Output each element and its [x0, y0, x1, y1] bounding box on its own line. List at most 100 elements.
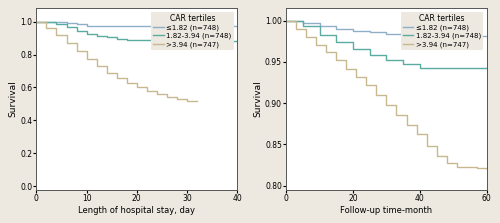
>3.94 (n=747) [464, 166, 469, 169]
1.82-3.94 (n=748) [84, 33, 89, 35]
1.82-3.94 (n=748) [159, 40, 165, 42]
>3.94 (n=747) [154, 93, 160, 95]
1.82-3.94 (n=748) [234, 40, 240, 43]
1.82-3.94 (n=748) [94, 34, 100, 37]
>3.94 (n=747) [174, 98, 180, 100]
>3.94 (n=747) [313, 43, 319, 46]
≤1.82 (n=748) [184, 25, 190, 27]
>3.94 (n=747) [74, 50, 80, 53]
1.82-3.94 (n=748) [54, 23, 60, 25]
≤1.82 (n=748) [384, 33, 390, 35]
1.82-3.94 (n=748) [124, 39, 130, 41]
≤1.82 (n=748) [54, 21, 60, 24]
≤1.82 (n=748) [467, 34, 473, 37]
1.82-3.94 (n=748) [384, 59, 390, 62]
Y-axis label: Survival: Survival [8, 81, 18, 117]
>3.94 (n=747) [34, 20, 40, 23]
>3.94 (n=747) [344, 67, 349, 70]
≤1.82 (n=748) [159, 25, 165, 27]
1.82-3.94 (n=748) [44, 21, 50, 24]
≤1.82 (n=748) [350, 29, 356, 32]
≤1.82 (n=748) [94, 25, 100, 27]
Legend: ≤1.82 (n=748), 1.82-3.94 (n=748), >3.94 (n=747): ≤1.82 (n=748), 1.82-3.94 (n=748), >3.94 … [151, 12, 234, 50]
≤1.82 (n=748) [434, 34, 440, 37]
>3.94 (n=747) [404, 123, 409, 126]
>3.94 (n=747) [354, 75, 360, 78]
≤1.82 (n=748) [44, 20, 50, 23]
>3.94 (n=747) [454, 165, 460, 168]
>3.94 (n=747) [323, 51, 329, 53]
>3.94 (n=747) [394, 113, 400, 116]
>3.94 (n=747) [374, 94, 380, 96]
≤1.82 (n=748) [300, 22, 306, 25]
>3.94 (n=747) [293, 28, 299, 30]
1.82-3.94 (n=748) [74, 29, 80, 32]
>3.94 (n=747) [104, 71, 110, 74]
≤1.82 (n=748) [417, 34, 423, 37]
≤1.82 (n=748) [114, 25, 119, 27]
≤1.82 (n=748) [450, 34, 456, 37]
Line: 1.82-3.94 (n=748): 1.82-3.94 (n=748) [36, 22, 237, 41]
≤1.82 (n=748) [283, 19, 289, 22]
>3.94 (n=747) [384, 103, 390, 106]
1.82-3.94 (n=748) [300, 25, 306, 28]
>3.94 (n=747) [134, 86, 140, 89]
>3.94 (n=747) [184, 99, 190, 102]
≤1.82 (n=748) [234, 25, 240, 27]
1.82-3.94 (n=748) [104, 36, 110, 39]
>3.94 (n=747) [424, 145, 430, 147]
1.82-3.94 (n=748) [283, 19, 289, 22]
1.82-3.94 (n=748) [209, 40, 215, 43]
Line: 1.82-3.94 (n=748): 1.82-3.94 (n=748) [286, 21, 487, 68]
1.82-3.94 (n=748) [366, 54, 372, 57]
Line: ≤1.82 (n=748): ≤1.82 (n=748) [36, 22, 237, 26]
≤1.82 (n=748) [333, 28, 339, 30]
≤1.82 (n=748) [34, 20, 40, 23]
Legend: ≤1.82 (n=748), 1.82-3.94 (n=748), >3.94 (n=747): ≤1.82 (n=748), 1.82-3.94 (n=748), >3.94 … [400, 12, 483, 50]
≤1.82 (n=748) [64, 22, 70, 25]
X-axis label: Follow-up time-month: Follow-up time-month [340, 206, 432, 215]
≤1.82 (n=748) [84, 24, 89, 27]
>3.94 (n=747) [64, 42, 70, 44]
1.82-3.94 (n=748) [450, 66, 456, 69]
>3.94 (n=747) [84, 58, 89, 61]
Y-axis label: Survival: Survival [253, 81, 262, 117]
≤1.82 (n=748) [366, 31, 372, 34]
>3.94 (n=747) [484, 168, 490, 170]
Line: ≤1.82 (n=748): ≤1.82 (n=748) [286, 21, 487, 35]
≤1.82 (n=748) [124, 25, 130, 27]
≤1.82 (n=748) [74, 23, 80, 25]
X-axis label: Length of hospital stay, day: Length of hospital stay, day [78, 206, 196, 215]
1.82-3.94 (n=748) [484, 66, 490, 69]
>3.94 (n=747) [144, 89, 150, 92]
≤1.82 (n=748) [316, 25, 322, 28]
>3.94 (n=747) [114, 76, 119, 79]
1.82-3.94 (n=748) [316, 33, 322, 36]
>3.94 (n=747) [124, 81, 130, 84]
>3.94 (n=747) [364, 84, 370, 86]
>3.94 (n=747) [94, 65, 100, 67]
≤1.82 (n=748) [400, 33, 406, 36]
1.82-3.94 (n=748) [184, 40, 190, 43]
>3.94 (n=747) [54, 33, 60, 36]
1.82-3.94 (n=748) [34, 20, 40, 23]
>3.94 (n=747) [164, 96, 170, 99]
1.82-3.94 (n=748) [64, 26, 70, 29]
>3.94 (n=747) [283, 19, 289, 22]
>3.94 (n=747) [444, 161, 450, 164]
1.82-3.94 (n=748) [114, 37, 119, 40]
>3.94 (n=747) [303, 36, 309, 39]
>3.94 (n=747) [333, 59, 339, 62]
1.82-3.94 (n=748) [467, 66, 473, 69]
Line: >3.94 (n=747): >3.94 (n=747) [36, 22, 197, 101]
>3.94 (n=747) [414, 133, 420, 136]
>3.94 (n=747) [194, 99, 200, 102]
≤1.82 (n=748) [484, 34, 490, 37]
1.82-3.94 (n=748) [134, 39, 140, 42]
>3.94 (n=747) [44, 27, 50, 29]
≤1.82 (n=748) [104, 25, 110, 27]
1.82-3.94 (n=748) [434, 66, 440, 69]
1.82-3.94 (n=748) [350, 47, 356, 50]
Line: >3.94 (n=747): >3.94 (n=747) [286, 21, 487, 169]
≤1.82 (n=748) [134, 25, 140, 27]
